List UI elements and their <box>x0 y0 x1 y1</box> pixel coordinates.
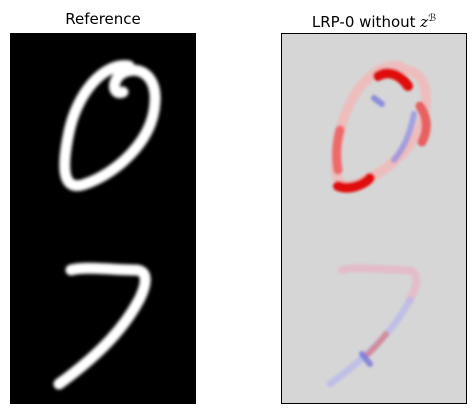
reference-panel-title: Reference <box>65 10 141 28</box>
lrp-title-superscript: ℬ <box>428 13 437 24</box>
reference-image-panel <box>10 33 196 404</box>
digit-zero-stroke <box>59 60 161 192</box>
digit-seven-stroke <box>53 262 151 390</box>
lrp-title-main: LRP-0 without <box>311 13 421 31</box>
lrp-heatmap-image <box>326 60 432 388</box>
lrp-title-variable: z <box>420 13 429 31</box>
lrp-heatmap-panel <box>281 33 467 404</box>
lrp-panel-title: LRP-0 without zℬ <box>281 8 467 31</box>
reference-digits-image <box>53 60 161 390</box>
